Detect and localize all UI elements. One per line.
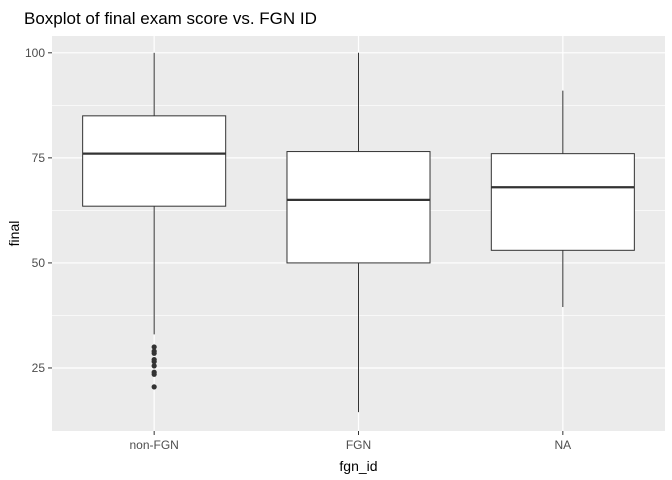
chart-title: Boxplot of final exam score vs. FGN ID	[24, 9, 317, 28]
box-NA	[490, 90, 635, 308]
y-axis-ticks: 25 50 75 100	[25, 46, 52, 375]
x-axis-label: fgn_id	[339, 458, 377, 474]
outlier-point	[151, 363, 157, 369]
x-tick-label: FGN	[346, 438, 371, 452]
y-tick-label: 75	[32, 151, 46, 165]
outlier-point	[151, 344, 157, 350]
box-body	[490, 153, 635, 251]
outlier-point	[151, 369, 157, 375]
y-tick-label: 25	[32, 361, 46, 375]
x-tick-label: non-FGN	[129, 438, 178, 452]
y-axis-label: final	[6, 221, 22, 247]
boxes	[82, 52, 635, 413]
box-non-FGN	[82, 52, 227, 390]
y-tick-label: 50	[32, 256, 46, 270]
x-tick-label: NA	[554, 438, 571, 452]
x-axis-ticks: non-FGN FGN NA	[129, 431, 571, 452]
box-body	[82, 115, 227, 207]
outlier-point	[151, 356, 157, 363]
y-tick-label: 100	[25, 46, 45, 60]
box-FGN	[286, 52, 431, 413]
outlier-point	[151, 384, 157, 390]
outlier-point	[151, 348, 157, 354]
box-body	[286, 151, 431, 264]
